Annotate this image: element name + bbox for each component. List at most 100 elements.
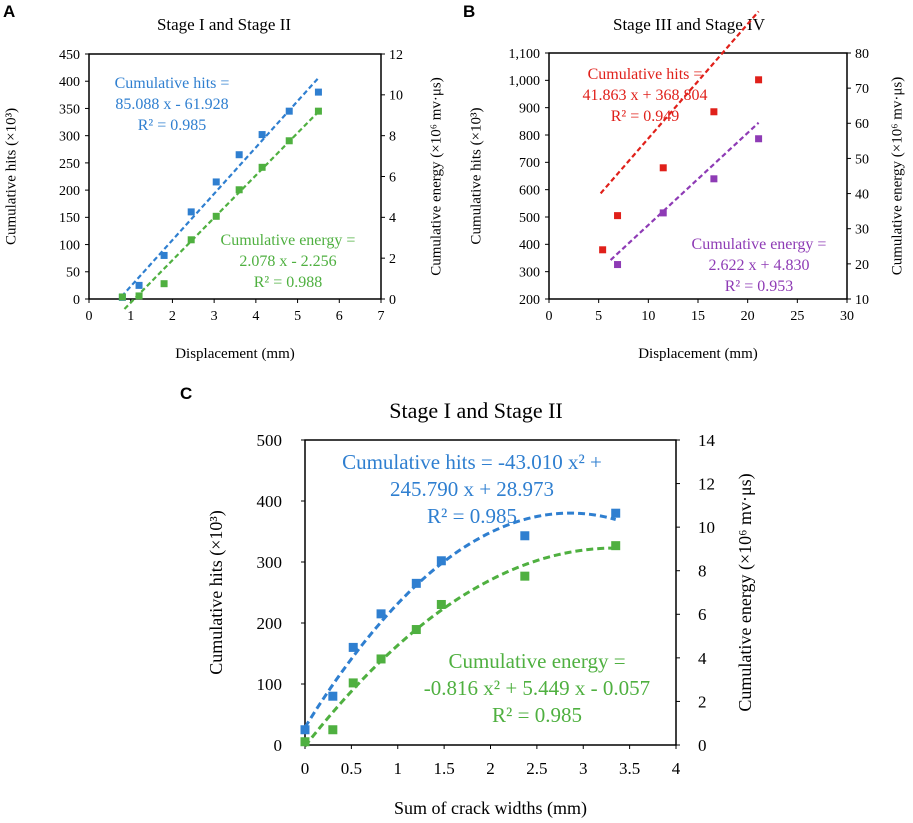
data-point [314,107,322,115]
data-point [659,209,667,217]
y-tick-label: 900 [519,102,540,117]
data-point [755,76,763,84]
y-tick-label: 400 [257,492,283,511]
y2-tick-label: 6 [389,170,396,185]
fit-equation-label: Cumulative hits = [588,66,703,83]
data-point [710,175,718,183]
trendline [123,110,320,310]
x-tick-label: 4 [672,759,681,778]
x-tick-label: 1 [127,309,134,324]
x-tick-label: 2 [169,309,176,324]
series-cumulative-hits: Cumulative hits = 85.088 x - 61.928 R² = 0… [115,75,322,301]
y2-tick-label: 14 [698,431,716,450]
y-tick-label: 400 [519,238,540,253]
y2-tick-label: 0 [389,293,396,308]
data-point [135,281,143,289]
y-tick-label: 100 [59,238,80,253]
fit-equation-label: R² = 0.953 [725,278,794,295]
y-tick-label: 600 [519,184,540,199]
data-point [348,678,358,688]
fit-equation-label: 245.790 x + 28.973 [390,477,554,501]
data-point [258,163,266,171]
x-tick-label: 0 [86,309,93,324]
y-tick-label: 150 [59,211,80,226]
x-tick-label: 2 [486,759,495,778]
data-point [520,571,530,581]
series-cumulative-energy: Cumulative energy = 2.622 x + 4.830 R² = 0… [609,121,827,295]
x-tick-label: 30 [840,309,854,324]
y2-tick-label: 60 [855,117,869,132]
y2-tick-label: 12 [389,48,403,63]
data-point [300,737,310,747]
y2-axis-label: Cumulative energy (×10⁶ mv·μs) [735,473,756,711]
data-point [599,246,607,254]
x-tick-label: 5 [294,309,301,324]
x-tick-label: 6 [336,309,343,324]
y-axis-label: Cumulative hits (×10³) [3,108,19,245]
y-axis-label: Cumulative hits (×10³) [206,510,227,675]
fit-equation-label: 85.088 x - 61.928 [115,96,228,113]
fit-equation-label: R² = 0.985 [492,703,582,727]
series-cumulative-energy: Cumulative energy = -0.816 x² + 5.449 x -… [300,541,650,748]
data-point [611,541,621,551]
x-tick-label: 25 [790,309,804,324]
fit-equation-label: R² = 0.985 [427,504,517,528]
trendline [120,77,320,298]
data-point [710,108,718,116]
data-point [328,725,338,735]
fit-equation-label: R² = 0.985 [138,117,207,134]
data-point [135,292,143,300]
y2-tick-label: 50 [855,152,869,167]
y-tick-label: 0 [73,293,80,308]
y-tick-label: 700 [519,156,540,171]
data-point [755,135,763,143]
y2-tick-label: 10 [855,293,869,308]
y-tick-label: 0 [274,736,283,755]
data-point [659,164,667,172]
fit-equation-label: 41.863 x + 368.804 [582,87,707,104]
y2-tick-label: 8 [389,130,396,145]
data-point [436,599,446,609]
data-point [285,137,293,145]
x-tick-label: 10 [641,309,655,324]
x-tick-label: 2.5 [526,759,547,778]
data-point [614,261,622,269]
x-axis-label: Sum of crack widths (mm) [394,798,587,819]
data-point [411,625,421,635]
data-point [187,236,195,244]
y2-tick-label: 8 [698,562,707,581]
data-point [235,186,243,194]
y2-tick-label: 10 [698,518,715,537]
y2-tick-label: 20 [855,258,869,273]
y2-tick-label: 80 [855,47,869,62]
y2-tick-label: 12 [698,475,715,494]
data-point [614,212,622,220]
fit-equation-label: Cumulative energy = [692,236,827,253]
x-tick-label: 0 [546,309,553,324]
x-tick-label: 0.5 [341,759,362,778]
fit-equation-label: Cumulative energy = [448,649,625,673]
y-tick-label: 450 [59,48,80,63]
x-tick-label: 20 [741,309,755,324]
y-tick-label: 100 [257,675,283,694]
fit-equation-label: R² = 0.949 [611,108,680,125]
x-tick-label: 3 [211,309,218,324]
trendline [609,121,760,261]
data-point [411,578,421,588]
y2-tick-label: 4 [698,649,707,668]
y-tick-label: 200 [519,293,540,308]
data-point [436,556,446,566]
x-tick-label: 15 [691,309,705,324]
data-point [235,151,243,159]
data-point [160,280,168,288]
series-cumulative-hits: Cumulative hits = -43.010 x² + 245.790 x … [300,450,621,735]
data-point [118,293,126,301]
data-point [212,212,220,220]
y2-tick-label: 6 [698,605,707,624]
y-tick-label: 50 [66,266,80,281]
data-point [314,88,322,96]
x-tick-label: 1.5 [434,759,455,778]
y-tick-label: 200 [59,184,80,199]
